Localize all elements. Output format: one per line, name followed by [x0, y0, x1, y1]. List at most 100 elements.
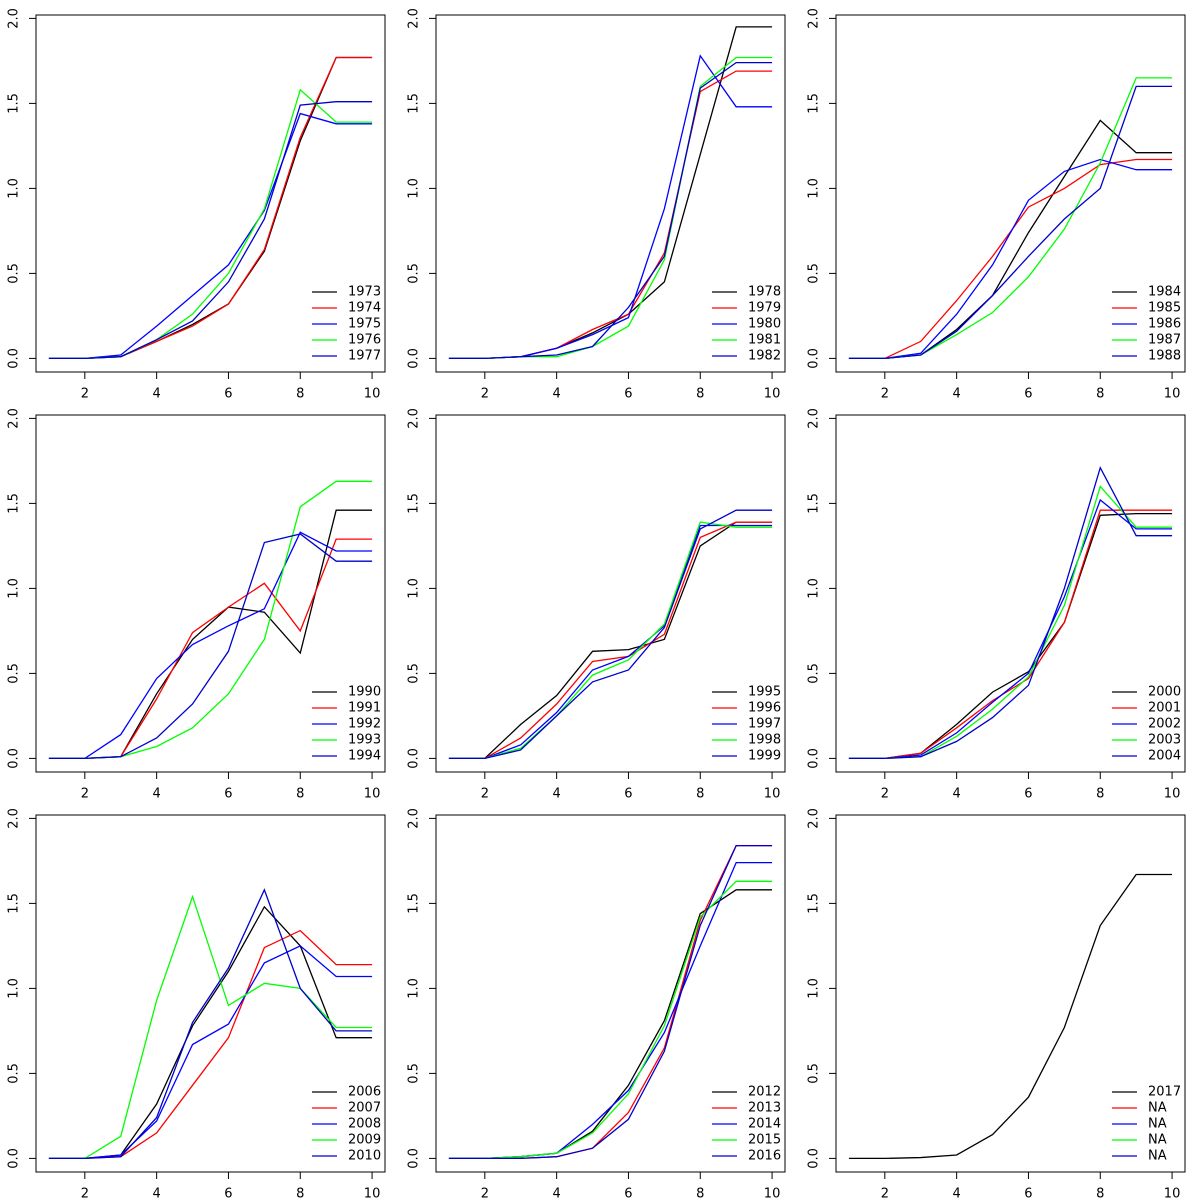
y-tick-label: 1.0: [807, 578, 822, 599]
x-tick-label: 6: [1024, 387, 1032, 402]
x-tick-label: 6: [224, 387, 232, 402]
y-tick-label: 1.5: [407, 493, 422, 514]
x-tick-label: 8: [696, 787, 704, 802]
y-tick-label: 1.0: [407, 578, 422, 599]
y-tick-label: 1.5: [7, 493, 22, 514]
series-line: [48, 945, 373, 1160]
series-line: [448, 880, 773, 1160]
x-tick-label: 10: [764, 387, 781, 402]
panel: 0.0 0.5 1.0 1.5 2.0 2 4 6 8 10 2006200720082009201…: [7, 808, 386, 1200]
plot-box: [35, 814, 386, 1173]
legend-label: 2002: [1148, 717, 1181, 732]
legend-label: 1993: [348, 733, 381, 748]
legend-label: 2003: [1148, 733, 1181, 748]
legend-label: 1979: [748, 301, 781, 316]
y-tick-label: 0.0: [807, 748, 822, 769]
legend-label: 1980: [748, 317, 781, 332]
y-tick-label: 0.5: [807, 663, 822, 684]
series-line: [848, 873, 1173, 1160]
series-line: [48, 533, 373, 760]
legend-label: 1994: [348, 749, 381, 764]
y-tick-label: 1.5: [807, 93, 822, 114]
panel: 0.0 0.5 1.0 1.5 2.0 2 4 6 8 10 1995199619971998199…: [407, 408, 786, 802]
legend-label: 2010: [348, 1149, 381, 1164]
y-tick-label: 0.5: [807, 263, 822, 284]
series-line: [48, 509, 373, 760]
y-tick-label: 1.5: [407, 93, 422, 114]
legend-label: 2012: [748, 1085, 781, 1100]
legend-label: 1973: [348, 285, 381, 300]
x-tick-label: 4: [153, 787, 161, 802]
plot-box: [435, 14, 786, 373]
y-tick-label: 0.0: [407, 348, 422, 369]
x-tick-label: 10: [764, 787, 781, 802]
series-line: [848, 158, 1173, 360]
legend-label: 2016: [748, 1149, 781, 1164]
x-tick-label: 8: [1096, 1187, 1104, 1200]
x-tick-label: 8: [296, 787, 304, 802]
legend-label: 1996: [748, 701, 781, 716]
legend-label: 1985: [1148, 301, 1181, 316]
x-tick-label: 4: [553, 387, 561, 402]
series-line: [48, 101, 373, 360]
plot-box: [835, 14, 1186, 373]
legend-label: 1974: [348, 301, 381, 316]
y-tick-label: 2.0: [407, 8, 422, 29]
series-line: [848, 158, 1173, 360]
y-tick-label: 2.0: [7, 408, 22, 429]
legend-label: 2008: [348, 1117, 381, 1132]
x-tick-label: 8: [1096, 387, 1104, 402]
x-tick-label: 4: [953, 787, 961, 802]
legend-label: 1998: [748, 733, 781, 748]
x-tick-label: 6: [224, 1187, 232, 1200]
legend-label: 2017: [1148, 1085, 1181, 1100]
panel: 0.0 0.5 1.0 1.5 2.0 2 4 6 8 10 1984198519861987198…: [807, 8, 1186, 402]
series-line: [848, 119, 1173, 360]
plot-box: [35, 414, 386, 773]
x-tick-label: 6: [224, 787, 232, 802]
legend-label: 1992: [348, 717, 381, 732]
y-tick-label: 1.5: [7, 93, 22, 114]
x-tick-label: 8: [1096, 787, 1104, 802]
plot-box: [35, 14, 386, 373]
plot-box: [835, 414, 1186, 773]
legend-label: 1990: [348, 685, 381, 700]
legend-label: 2006: [348, 1085, 381, 1100]
series-line: [448, 70, 773, 360]
legend-label: 1977: [348, 349, 381, 364]
legend-label: 1991: [348, 701, 381, 716]
legend-label: NA: [1148, 1149, 1167, 1164]
series-line: [848, 77, 1173, 360]
x-tick-label: 2: [881, 787, 889, 802]
y-tick-label: 0.5: [807, 1063, 822, 1084]
series-line: [848, 485, 1173, 760]
series-line: [448, 521, 773, 760]
y-tick-label: 0.5: [407, 1063, 422, 1084]
x-tick-label: 6: [624, 1187, 632, 1200]
legend-label: 2007: [348, 1101, 381, 1116]
x-tick-label: 2: [481, 1187, 489, 1200]
x-tick-label: 2: [481, 387, 489, 402]
series-line: [848, 509, 1173, 760]
y-tick-label: 1.5: [807, 493, 822, 514]
y-tick-label: 1.0: [807, 178, 822, 199]
legend-label: 2001: [1148, 701, 1181, 716]
legend-label: NA: [1148, 1101, 1167, 1116]
y-tick-label: 1.0: [407, 978, 422, 999]
y-tick-label: 2.0: [407, 408, 422, 429]
y-tick-label: 0.0: [807, 348, 822, 369]
series-line: [448, 56, 773, 360]
legend-label: 1975: [348, 317, 381, 332]
legend-label: 1984: [1148, 285, 1181, 300]
series-line: [48, 888, 373, 1160]
series-line: [848, 512, 1173, 760]
panel: 0.0 0.5 1.0 1.5 2.0 2 4 6 8 10 1978197919801981198…: [407, 8, 786, 402]
y-tick-label: 0.5: [7, 663, 22, 684]
x-tick-label: 6: [624, 387, 632, 402]
plot-box: [435, 814, 786, 1173]
series-line: [448, 521, 773, 760]
legend-label: NA: [1148, 1117, 1167, 1132]
y-tick-label: 0.5: [7, 263, 22, 284]
y-tick-label: 1.5: [807, 893, 822, 914]
